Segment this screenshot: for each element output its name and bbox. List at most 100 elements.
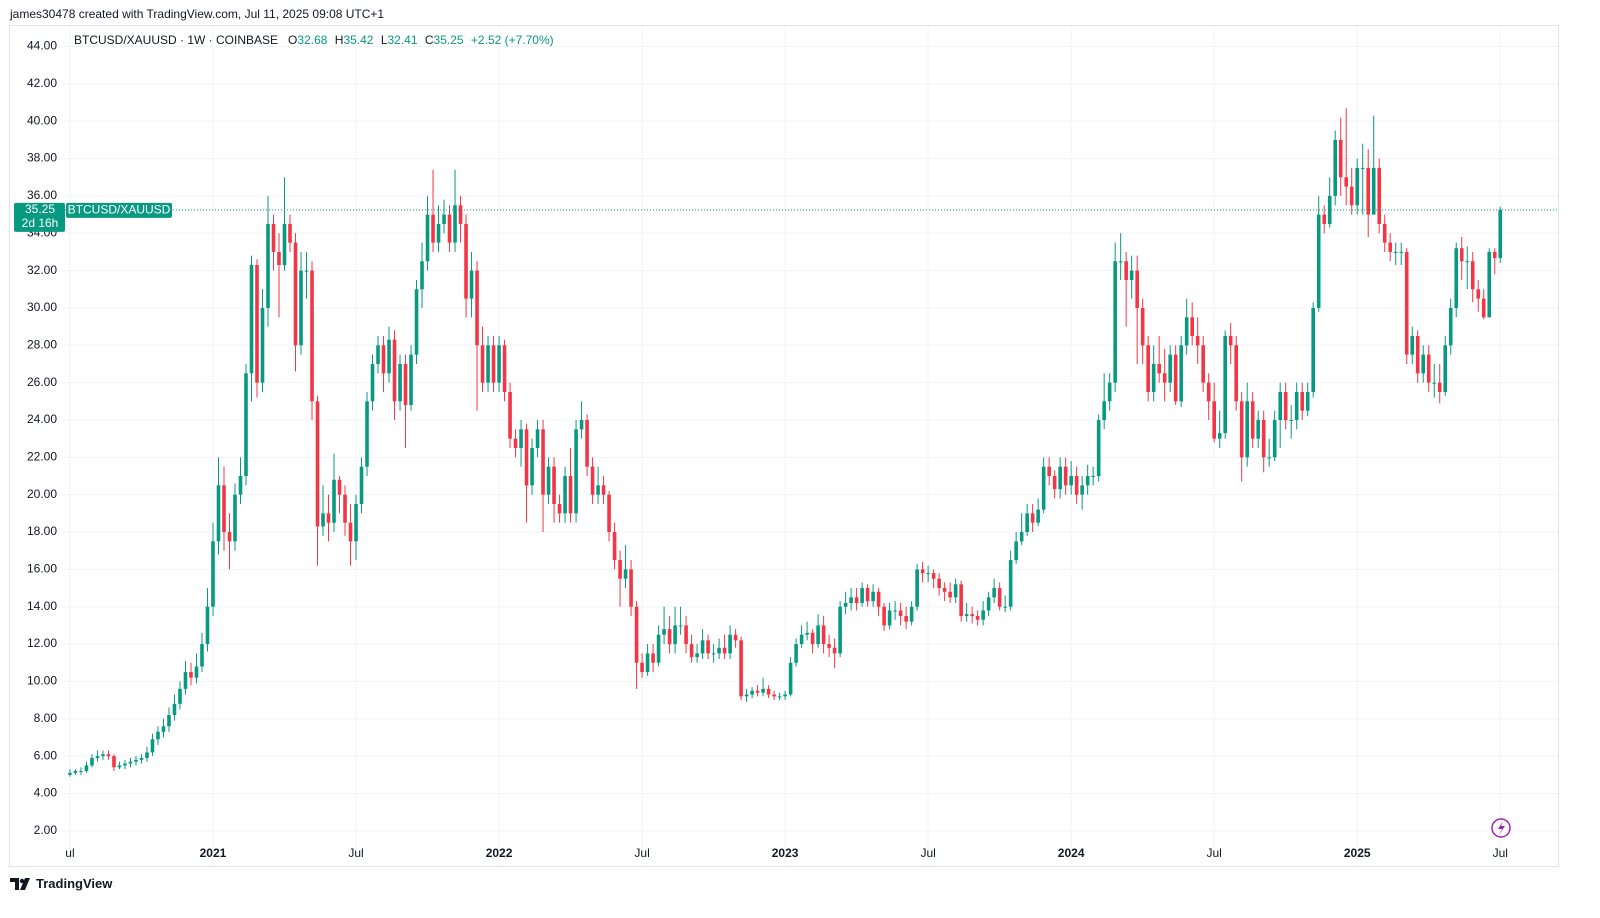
- candle-body: [293, 242, 298, 346]
- candle-body: [90, 757, 94, 766]
- candle-body: [436, 223, 441, 243]
- candle-body: [645, 653, 650, 673]
- candle-body: [640, 662, 644, 673]
- candle-body: [1014, 541, 1018, 561]
- candle-body: [1206, 382, 1211, 402]
- candle-body: [706, 640, 710, 654]
- candle-body: [365, 401, 369, 467]
- candle-body: [744, 694, 749, 697]
- price-tag-box: [66, 202, 172, 218]
- candle-body: [854, 597, 859, 603]
- price-label: 35.25: [25, 202, 55, 216]
- candle-body: [568, 476, 573, 514]
- candle-body: [167, 715, 171, 727]
- candle-body: [1113, 261, 1117, 383]
- candle-body: [1041, 466, 1046, 510]
- candle-body: [1388, 242, 1393, 252]
- candle-body: [662, 629, 666, 635]
- candle-body: [282, 223, 287, 266]
- candle-body: [1349, 186, 1354, 206]
- candle-body: [574, 429, 578, 514]
- candle-body: [1151, 363, 1156, 392]
- y-tick-label: 6.00: [34, 748, 58, 762]
- x-tick-label: 2022: [486, 846, 513, 860]
- candle-body: [392, 339, 397, 402]
- candle-body: [1421, 354, 1426, 374]
- candle-body: [1415, 335, 1420, 374]
- candle-body: [1470, 261, 1475, 290]
- candle-body: [1008, 560, 1013, 607]
- candle-body: [134, 759, 138, 762]
- candle-body: [1454, 248, 1459, 308]
- candle-body: [128, 761, 133, 764]
- y-tick-label: 16.00: [27, 562, 57, 576]
- candle-body: [975, 616, 980, 620]
- candle-body: [337, 479, 342, 495]
- candle-body: [722, 647, 727, 654]
- candle-body: [1173, 354, 1178, 402]
- candle-body: [530, 448, 534, 486]
- candle-body: [288, 223, 292, 243]
- candle-body: [1096, 419, 1101, 477]
- candle-body: [194, 666, 199, 678]
- candle-body: [1234, 345, 1238, 402]
- candle-body: [370, 363, 375, 402]
- candle-body: [761, 688, 765, 693]
- ohlc-label: C: [424, 33, 434, 47]
- candle-body: [535, 429, 540, 449]
- candle-body: [475, 270, 479, 346]
- candle-body: [1162, 373, 1167, 383]
- y-tick-label: 14.00: [27, 599, 57, 613]
- candle-body: [469, 270, 474, 299]
- candle-body: [216, 485, 221, 542]
- candle-body: [502, 345, 507, 392]
- candle-body: [425, 214, 430, 262]
- candle-body: [84, 765, 89, 772]
- candle-body: [607, 494, 611, 533]
- footer: TradingView: [10, 876, 112, 891]
- candle-body: [678, 625, 683, 627]
- candle-body: [805, 632, 809, 635]
- x-tick-label: 2024: [1058, 846, 1085, 860]
- candle-body: [1278, 391, 1282, 420]
- candle-body: [260, 307, 265, 383]
- y-tick-label: 38.00: [27, 151, 57, 165]
- candle-body: [898, 610, 903, 617]
- candle-body: [596, 485, 600, 495]
- candle-body: [794, 644, 798, 663]
- chart-frame: [9, 25, 1559, 867]
- price-label-box: [14, 202, 65, 232]
- candle-body: [73, 771, 78, 773]
- ohlc-label: H: [334, 33, 344, 47]
- candle-body: [1487, 251, 1492, 318]
- candle-body: [997, 588, 1002, 607]
- y-tick-label: 18.00: [27, 524, 57, 538]
- candle-body: [1179, 345, 1183, 402]
- y-tick-label: 24.00: [27, 412, 57, 426]
- candle-body: [1382, 223, 1387, 243]
- candle-body: [1294, 391, 1299, 420]
- candle-body: [618, 560, 622, 579]
- candle-body: [266, 223, 270, 308]
- candle-body: [68, 772, 72, 775]
- candle-body: [1063, 466, 1068, 486]
- candle-body: [920, 569, 925, 574]
- candle-body: [1305, 391, 1310, 411]
- candle-body: [1283, 391, 1288, 420]
- candle-body: [79, 771, 83, 773]
- candle-body: [183, 672, 188, 689]
- candle-body: [1085, 476, 1090, 486]
- y-tick-label: 40.00: [27, 113, 57, 127]
- candle-body: [519, 429, 523, 449]
- candle-body: [442, 214, 446, 224]
- candle-body: [832, 647, 837, 654]
- candle-body: [904, 616, 908, 622]
- countdown: 2d 16h: [22, 216, 59, 230]
- candle-body: [1102, 401, 1106, 420]
- candle-body: [447, 214, 452, 243]
- candle-body: [1030, 513, 1035, 523]
- candle-body: [376, 345, 380, 364]
- candle-body: [871, 591, 875, 602]
- candle-body: [238, 476, 243, 495]
